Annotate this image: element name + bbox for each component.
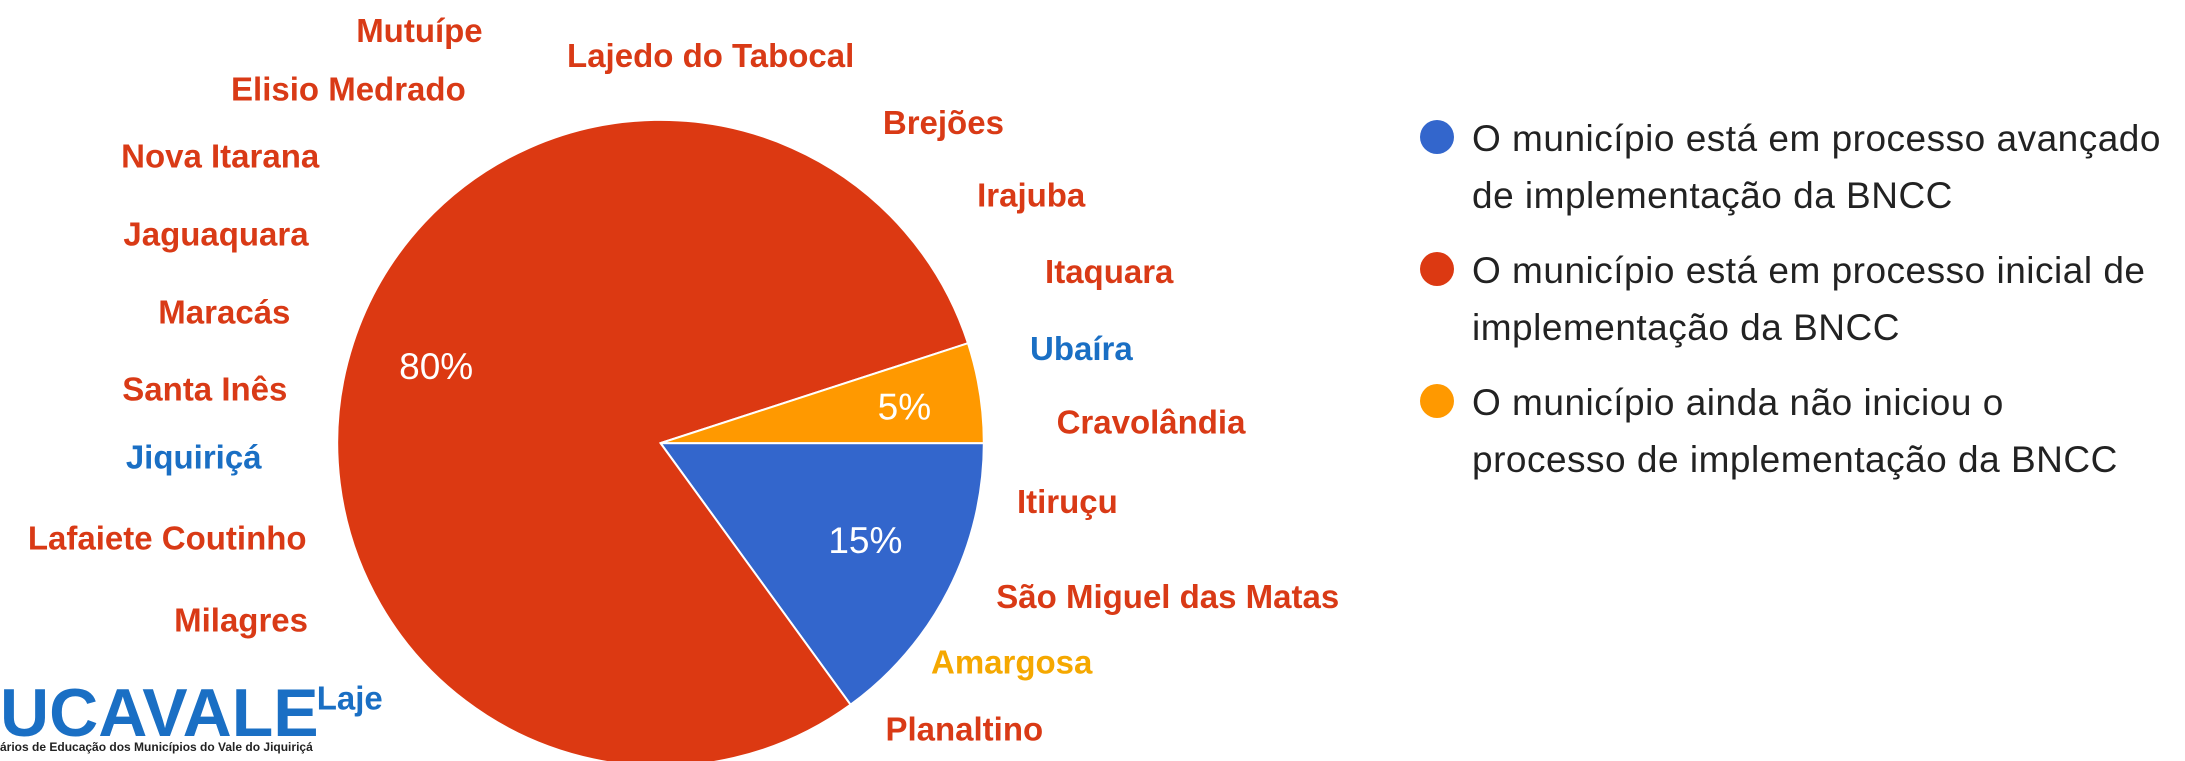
municipality-label: Itiruçu (1017, 483, 1118, 520)
municipality-label: Itaquara (1045, 253, 1174, 290)
municipality-label: Lajedo do Tabocal (567, 37, 854, 74)
pie-slice (658, 442, 985, 707)
slice-label: 15% (828, 520, 902, 561)
slice-label: 5% (878, 386, 931, 427)
municipality-label: Irajuba (977, 177, 1086, 214)
municipality-label: Nova Itarana (121, 138, 320, 175)
legend-item: O município está em processo avançado de… (1420, 110, 2180, 224)
legend-marker (1420, 252, 1454, 286)
legend: O município está em processo avançado de… (1420, 110, 2180, 506)
logo: UCAVALE (0, 675, 319, 751)
municipality-label: Jaguaquara (123, 216, 309, 253)
pie-slice (660, 341, 985, 445)
municipality-label: São Miguel das Matas (996, 578, 1339, 615)
legend-label: O município está em processo inicial de … (1472, 250, 2146, 348)
slice-label: 80% (399, 346, 473, 387)
municipality-label: Milagres (174, 602, 308, 639)
municipality-label: Lafaiete Coutinho (28, 519, 307, 556)
municipality-label: Jiquiriçá (126, 439, 262, 476)
municipality-label: Amargosa (931, 643, 1093, 680)
municipality-label: Cravolândia (1057, 404, 1247, 441)
municipality-label: Ubaíra (1030, 330, 1133, 367)
municipality-label: Elisio Medrado (231, 71, 466, 108)
municipality-label: Planaltino (885, 710, 1043, 747)
legend-marker (1420, 120, 1454, 154)
municipality-label: Mutuípe (356, 12, 482, 49)
municipality-label: Laje (317, 680, 383, 717)
legend-item: O município está em processo inicial de … (1420, 242, 2180, 356)
legend-marker (1420, 384, 1454, 418)
legend-item: O município ainda não iniciou o processo… (1420, 374, 2180, 488)
logo-subtitle: ários de Educação dos Municípios do Vale… (0, 740, 313, 754)
municipality-label: Maracás (158, 294, 290, 331)
municipality-label: Santa Inês (122, 370, 287, 407)
legend-label: O município ainda não iniciou o processo… (1472, 382, 2118, 480)
pie-slice (336, 118, 970, 761)
municipality-label: Brejões (883, 104, 1004, 141)
legend-label: O município está em processo avançado de… (1472, 118, 2161, 216)
